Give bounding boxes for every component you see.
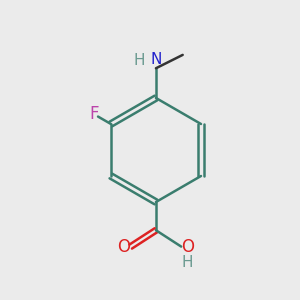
Text: H: H (182, 255, 194, 270)
Text: H: H (134, 53, 145, 68)
Text: N: N (150, 52, 162, 67)
Text: F: F (89, 105, 99, 123)
Text: O: O (181, 238, 194, 256)
Text: O: O (117, 238, 130, 256)
